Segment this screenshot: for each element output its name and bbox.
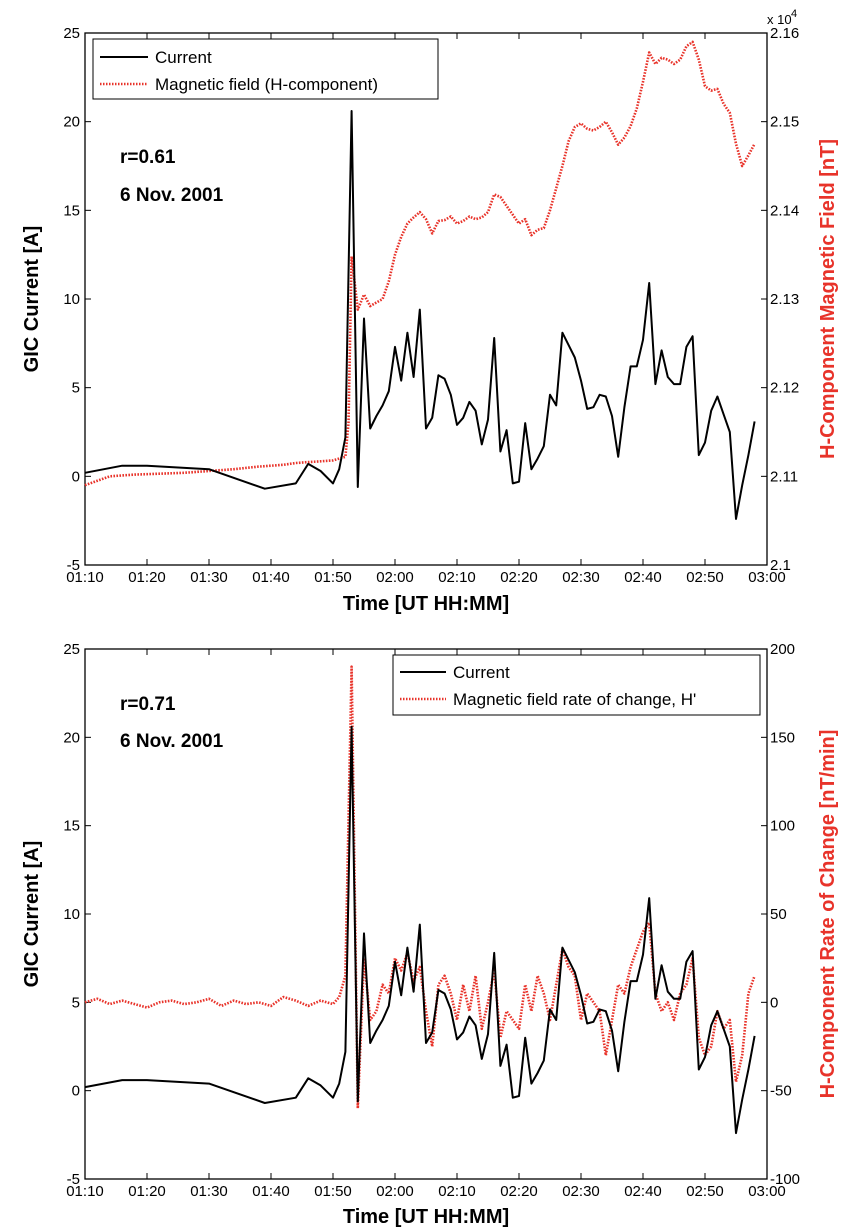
chart-bottom-panel: 01:10 01:20 01:30 01:40 01:50 02:00 02:10 02:20… (21, 641, 839, 1228)
y-axis-label-left-bottom: GIC Current [A] (21, 841, 43, 988)
series-group-top (84, 40, 756, 520)
y-axis-label-left-top: GIC Current [A] (21, 226, 43, 373)
y-tick-label-right: 2.1 (770, 557, 791, 574)
multiplier-exponent: 4 (791, 8, 797, 20)
annotation-r-bottom: r=0.71 (120, 694, 176, 715)
series-line-magnetic (84, 665, 756, 1110)
legend-label-magnetic: Magnetic field (H-component) (155, 75, 378, 94)
annotation-r-top: r=0.61 (120, 147, 176, 168)
x-tick-label: 02:30 (562, 569, 600, 586)
y-tick-label-left: 5 (72, 994, 80, 1011)
x-tick-label: 02:50 (686, 569, 724, 586)
x-ticks-top: 01:10 01:20 01:30 01:40 01:50 02:00 02:10 02:20… (66, 33, 786, 586)
x-tick-label: 01:10 (66, 569, 104, 586)
legend-label-rate: Magnetic field rate of change, H' (453, 690, 696, 709)
x-tick-label: 02:20 (500, 1183, 538, 1200)
x-tick-label: 02:30 (562, 1183, 600, 1200)
x-tick-label: 01:50 (314, 1183, 352, 1200)
y-axis-label-right-bottom: H-Component Rate of Change [nT/min] (817, 730, 839, 1099)
x-tick-label: 02:50 (686, 1183, 724, 1200)
y-tick-label-left: 15 (63, 818, 80, 835)
annotation-date-top: 6 Nov. 2001 (120, 185, 224, 206)
x-tick-label: 02:40 (624, 1183, 662, 1200)
x-tick-label: 01:50 (314, 569, 352, 586)
x-tick-label: 02:10 (438, 569, 476, 586)
series-group-bottom (84, 665, 756, 1135)
y-tick-label-right: 2.12 (770, 380, 799, 397)
y-tick-label-right: 2.16 (770, 25, 799, 42)
y-axis-label-right-top: H-Component Magnetic Field [nT] (817, 139, 839, 459)
x-tick-label: 01:20 (128, 1183, 166, 1200)
y-tick-label-right: 200 (770, 641, 795, 658)
x-tick-label: 01:10 (66, 1183, 104, 1200)
x-tick-label: 01:40 (252, 569, 290, 586)
legend-top: Current Magnetic field (H-component) (92, 38, 439, 100)
y-tick-label-left: 15 (63, 202, 80, 219)
y-tick-label-right: 0 (770, 994, 778, 1011)
chart-top-panel: 01:10 01:20 01:30 01:40 01:50 02:00 02:10 02:20… (21, 8, 839, 615)
x-ticks-bottom: 01:10 01:20 01:30 01:40 01:50 02:00 02:10 02:20… (66, 649, 786, 1200)
x-tick-label: 02:10 (438, 1183, 476, 1200)
x-tick-label: 02:40 (624, 569, 662, 586)
y-ticks-right-top: 2.1 2.11 2.12 2.13 2.14 2.15 2.16 (761, 25, 799, 574)
y-tick-label-right: 150 (770, 729, 795, 746)
y-tick-label-right: -100 (770, 1171, 800, 1188)
x-tick-label: 02:00 (376, 569, 414, 586)
series-line-current (84, 725, 756, 1135)
y-tick-label-left: 25 (63, 641, 80, 658)
x-tick-label: 01:30 (190, 569, 228, 586)
y-tick-label-left: 25 (63, 25, 80, 42)
axis-multiplier-top: x 10 4 (767, 8, 797, 27)
y-tick-label-right: 2.15 (770, 114, 799, 131)
plot-frame-top (84, 32, 768, 566)
y-tick-label-right: 50 (770, 906, 787, 923)
x-tick-label: 02:20 (500, 569, 538, 586)
y-tick-label-left: 5 (72, 380, 80, 397)
y-tick-label-left: 20 (63, 729, 80, 746)
x-axis-label-top: Time [UT HH:MM] (343, 593, 509, 615)
series-line-current (84, 110, 756, 520)
legend-label-current-bottom: Current (453, 663, 510, 682)
y-tick-label-left: 0 (72, 468, 80, 485)
y-tick-label-right: 2.11 (770, 468, 798, 485)
y-tick-label-right: 2.13 (770, 291, 799, 308)
y-tick-label-right: -50 (770, 1083, 792, 1100)
legend-bottom: Current Magnetic field rate of change, H… (392, 654, 761, 716)
y-tick-label-right: 100 (770, 818, 795, 835)
y-tick-label-left: 0 (72, 1083, 80, 1100)
y-tick-label-left: 10 (63, 906, 80, 923)
y-tick-label-left: 20 (63, 114, 80, 131)
legend-label-current: Current (155, 48, 212, 67)
legend-box-bottom (392, 654, 761, 716)
x-axis-label-bottom: Time [UT HH:MM] (343, 1206, 509, 1228)
y-tick-label-left: -5 (67, 1171, 80, 1188)
y-ticks-left-top: -5 0 5 10 15 20 25 (63, 25, 91, 574)
y-tick-label-left: -5 (67, 557, 80, 574)
y-ticks-right-bottom: -100 -50 0 50 100 150 200 (761, 641, 800, 1188)
x-tick-label: 03:00 (748, 1183, 786, 1200)
plot-frame-bottom (84, 648, 768, 1180)
y-ticks-left-bottom: -5 0 5 10 15 20 25 (63, 641, 91, 1188)
x-tick-label: 01:30 (190, 1183, 228, 1200)
y-tick-label-right: 2.14 (770, 202, 799, 219)
multiplier-base: x 10 (767, 12, 792, 27)
legend-box-top (92, 38, 439, 100)
x-tick-label: 03:00 (748, 569, 786, 586)
x-tick-label: 02:00 (376, 1183, 414, 1200)
x-tick-label: 01:20 (128, 569, 166, 586)
y-tick-label-left: 10 (63, 291, 80, 308)
series-line-magnetic (84, 40, 756, 487)
x-tick-label: 01:40 (252, 1183, 290, 1200)
annotation-date-bottom: 6 Nov. 2001 (120, 731, 224, 752)
